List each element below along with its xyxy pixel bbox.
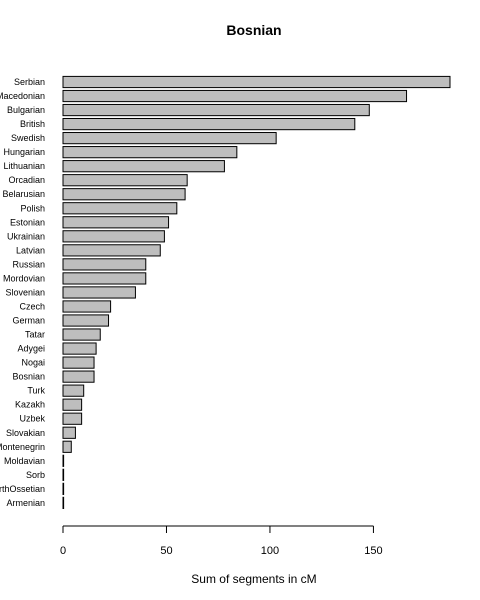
bar-orcadian [62, 174, 188, 187]
bar-tatar [62, 328, 101, 341]
x-tick-label: 100 [261, 545, 279, 557]
bar-kazakh [62, 398, 83, 411]
bar-armenian [62, 496, 65, 509]
bar-belarusian [62, 188, 186, 201]
category-label: Belarusian [2, 189, 45, 199]
category-label: Ukrainian [7, 231, 45, 241]
bar-montenegrin [62, 440, 72, 453]
category-label: Nogai [21, 358, 45, 368]
bar-slovenian [62, 286, 136, 299]
bar-mordovian [62, 272, 147, 285]
category-label: Slovakian [6, 428, 45, 438]
x-axis-label: Sum of segments in cM [191, 572, 316, 586]
bar-latvian [62, 244, 161, 257]
bar-macedonian [62, 89, 408, 103]
category-label: Kazakh [15, 400, 45, 410]
bar-russian [62, 258, 147, 271]
category-label: Slovenian [5, 287, 45, 297]
bar-uzbek [62, 412, 83, 425]
category-label: Polish [20, 203, 45, 213]
category-label: Armenian [6, 498, 45, 508]
x-tick-label: 0 [60, 545, 66, 557]
category-label-group: Serbian Macedonian Bulgarian British Swedish… [0, 77, 45, 508]
category-label: Moldavian [4, 456, 45, 466]
bar-czech [62, 300, 112, 313]
bar-serbian [62, 75, 451, 89]
bar-polish [62, 202, 178, 215]
bar-hungarian [62, 146, 238, 159]
x-tick-label: 50 [160, 545, 172, 557]
category-label: Serbian [14, 77, 45, 87]
bar-sorb [62, 468, 65, 481]
x-axis: 0 50 100 150 [60, 525, 383, 557]
category-label: Lithuanian [3, 161, 45, 171]
bar-slovakian [62, 426, 76, 439]
bar-lithuanian [62, 160, 225, 173]
category-label: Hungarian [3, 147, 45, 157]
category-label: Uzbek [19, 414, 45, 424]
category-label: Czech [19, 301, 45, 311]
bar-bulgarian [62, 103, 370, 117]
bar-northossetian [62, 482, 65, 495]
bar-moldavian [62, 454, 65, 467]
bar-nogai [62, 356, 95, 369]
bar-ukrainian [62, 230, 165, 243]
category-label: Russian [12, 259, 45, 269]
category-label: German [12, 316, 45, 326]
bar-adygei [62, 342, 97, 355]
category-label: Estonian [10, 217, 45, 227]
category-label: Latvian [16, 245, 45, 255]
category-label: Sorb [26, 470, 45, 480]
bar-german [62, 314, 110, 327]
chart-title: Bosnian [226, 22, 281, 38]
category-label: Tatar [25, 330, 45, 340]
bar-bosnian [62, 370, 95, 383]
bar-british [62, 117, 356, 131]
category-label: NorthOssetian [0, 484, 45, 494]
category-label: Macedonian [0, 91, 45, 101]
category-label: Adygei [17, 344, 45, 354]
category-label: British [20, 119, 45, 129]
bar-turk [62, 384, 85, 397]
category-label: Mordovian [3, 273, 45, 283]
bar-swedish [62, 132, 277, 145]
category-label: Turk [27, 386, 45, 396]
bar-group [62, 75, 451, 509]
category-label: Orcadian [8, 175, 45, 185]
category-label: Montenegrin [0, 442, 45, 452]
x-tick-label: 150 [364, 545, 382, 557]
bar-estonian [62, 216, 170, 229]
category-label: Swedish [11, 133, 45, 143]
category-label: Bulgarian [7, 105, 45, 115]
category-label: Bosnian [12, 372, 45, 382]
